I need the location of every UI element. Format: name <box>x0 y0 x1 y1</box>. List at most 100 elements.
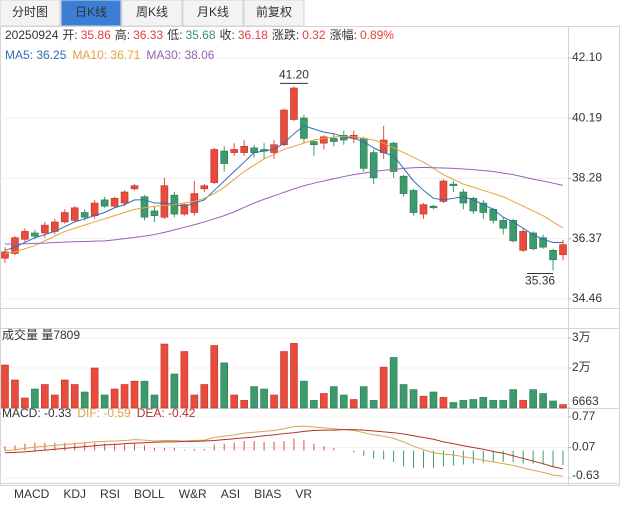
candle-body <box>180 204 189 215</box>
volume-bar <box>449 402 458 409</box>
candle-body <box>280 109 288 146</box>
volume-bar <box>170 373 179 409</box>
volume-bar <box>51 394 59 409</box>
volume-bar <box>409 389 418 409</box>
candle-body <box>200 185 209 190</box>
tab-label[interactable]: 周K线 <box>136 5 168 19</box>
candle-body <box>160 185 169 218</box>
candle-body <box>150 210 159 216</box>
candle-body <box>529 232 537 250</box>
indicator-tab[interactable]: BIAS <box>254 487 281 501</box>
tab-bg[interactable] <box>0 0 61 27</box>
tab[interactable]: 分时图 <box>0 0 61 27</box>
candle-body <box>60 212 69 223</box>
volume-bar <box>419 395 428 409</box>
candle-body <box>80 212 89 218</box>
y-tick-label: 34.46 <box>572 291 602 305</box>
indicator-tab[interactable]: MACD <box>14 487 50 501</box>
tab-label[interactable]: 月K线 <box>197 5 229 19</box>
ma-legend: MA5: 36.25 MA10: 36.71 MA30: 38.06 <box>5 48 215 62</box>
candle-body <box>270 144 278 153</box>
candle-body <box>539 237 547 248</box>
tab[interactable]: 日K线 <box>60 0 122 27</box>
volume-bar <box>369 400 378 409</box>
volume-bar <box>80 391 89 409</box>
volume-bar <box>220 362 229 409</box>
tab-label[interactable]: 分时图 <box>12 5 48 19</box>
indicator-tab[interactable]: W&R <box>179 487 207 501</box>
volume-bar <box>559 404 567 409</box>
tab[interactable]: 前复权 <box>243 0 305 27</box>
volume-bar <box>210 345 219 409</box>
tab[interactable]: 月K线 <box>182 0 244 27</box>
candle-body <box>230 149 238 153</box>
y-tick-label: 38.28 <box>572 171 602 185</box>
tab-label[interactable]: 日K线 <box>75 5 107 19</box>
y-tick-label: -0.63 <box>572 468 600 482</box>
candle-body <box>429 205 438 209</box>
y-tick-label: 42.10 <box>572 50 602 64</box>
tab-bg[interactable] <box>60 0 122 27</box>
legend-entry: MA5: 36.25 <box>5 48 67 62</box>
indicator-tab[interactable]: KDJ <box>63 487 86 501</box>
volume-bar <box>320 393 328 409</box>
macd-legend: MACD: -0.33 DIF: -0.59 DEA: -0.42 <box>2 406 196 420</box>
volume-bar <box>90 367 99 409</box>
volume-bar <box>290 343 298 409</box>
volume-bar <box>60 379 69 409</box>
volume-bar <box>549 400 557 409</box>
quote-label: 收: <box>220 28 235 42</box>
indicator-tab[interactable]: RSI <box>100 487 120 501</box>
volume-bar <box>130 380 139 409</box>
volume-bar <box>429 391 438 409</box>
candle-body <box>290 87 298 120</box>
candle-body <box>1 251 9 259</box>
candle-body <box>90 202 99 216</box>
volume-bar <box>310 400 318 409</box>
indicator-tab[interactable]: VR <box>295 487 312 501</box>
volume-bar <box>21 397 29 409</box>
volume-bar <box>41 384 49 409</box>
candle-body <box>509 220 517 242</box>
volume-bar <box>359 386 368 409</box>
ma-line <box>4 135 564 254</box>
quote-value: 0.32 <box>302 28 326 42</box>
candle-body <box>439 180 448 202</box>
quote-label: 涨幅: <box>330 27 357 42</box>
volume-bar <box>200 384 209 409</box>
candle-body <box>549 250 557 261</box>
candle-body <box>70 207 79 221</box>
volume-bar <box>240 400 248 409</box>
candle-body <box>399 175 408 194</box>
y-tick-label: 2万 <box>572 360 591 374</box>
tab-label[interactable]: 前复权 <box>256 4 292 19</box>
indicator-tab[interactable]: ASI <box>221 487 240 501</box>
candle-body <box>559 244 567 256</box>
y-tick-label: 40.19 <box>572 110 602 124</box>
y-tick-label: 0.07 <box>572 440 596 454</box>
candle-body <box>389 142 398 172</box>
candle-body <box>130 185 139 190</box>
volume-bar <box>439 397 448 409</box>
indicator-tab[interactable]: BOLL <box>134 487 165 501</box>
volume-bar <box>180 351 189 409</box>
volume-bar <box>379 366 388 409</box>
quote-value: 36.18 <box>238 28 268 42</box>
volume-bar <box>479 397 488 409</box>
tab[interactable]: 周K线 <box>121 0 183 27</box>
tab-bg[interactable] <box>182 0 244 27</box>
candle-body <box>409 190 418 213</box>
volume-bar <box>70 384 79 409</box>
quote-value: 35.86 <box>81 28 111 42</box>
quote-label: 高: <box>115 27 130 42</box>
volume-bar <box>459 400 468 409</box>
max-label: 41.20 <box>279 68 309 82</box>
candle-body <box>519 231 527 251</box>
quote-value: 35.68 <box>185 28 215 42</box>
tab-bg[interactable] <box>121 0 183 27</box>
legend-entry: MACD: -0.33 <box>2 406 72 420</box>
candle-body <box>41 224 49 234</box>
tab-bg[interactable] <box>243 0 305 27</box>
ma-line <box>4 125 564 251</box>
